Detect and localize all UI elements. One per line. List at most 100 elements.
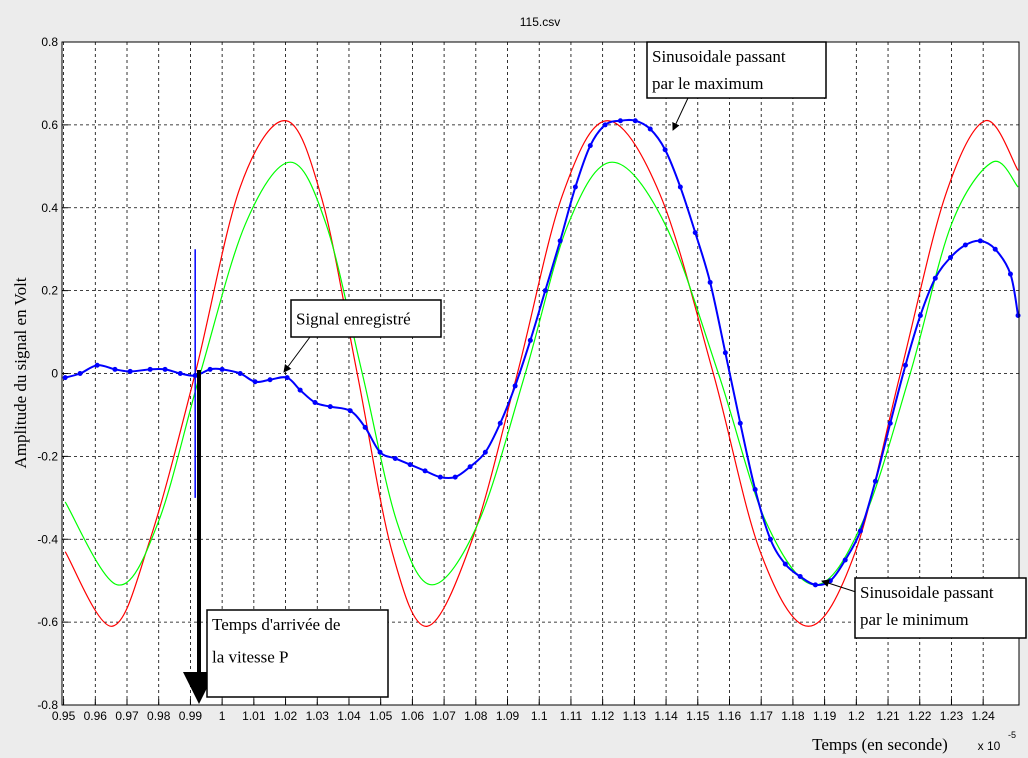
grid (62, 41, 1019, 706)
x-tick-label: 1.05 (369, 709, 393, 723)
data-point (377, 449, 383, 455)
annotation-box (854, 577, 1027, 639)
y-tick-label: 0.6 (41, 118, 58, 132)
y-tick-label: -0.2 (37, 449, 58, 463)
data-point (362, 424, 368, 430)
y-axis-label: Amplitude du signal en Volt (11, 277, 30, 468)
data-point (219, 366, 225, 372)
data-point (992, 246, 998, 252)
y-tick-label: -0.8 (37, 698, 58, 712)
data-point (857, 528, 863, 534)
y-tick-label: 0.2 (41, 284, 58, 298)
y-tick-label: 0.4 (41, 201, 58, 215)
data-point (237, 371, 243, 376)
data-point (284, 375, 290, 381)
annotation-arrow (283, 336, 311, 373)
data-point (207, 366, 213, 372)
data-point (177, 371, 183, 376)
data-point (827, 578, 833, 584)
data-point (467, 464, 473, 470)
annotation-box (646, 41, 827, 99)
data-point (497, 420, 503, 426)
x-tick-label: 1.14 (654, 709, 678, 723)
data-point (112, 366, 118, 372)
annotation-box (290, 299, 442, 338)
data-point (842, 557, 848, 563)
y-tick-label: 0 (51, 367, 58, 381)
series-line (64, 118, 1020, 587)
x-tick-label: 1 (219, 709, 226, 723)
data-point (572, 184, 578, 190)
data-point (632, 118, 638, 124)
x-tick-label: 0.99 (179, 709, 203, 723)
data-point (1015, 312, 1021, 318)
y-tick-label: -0.4 (37, 532, 58, 546)
annotation-arrow (821, 579, 857, 593)
x-scale-exponent: -5 (1008, 730, 1016, 740)
data-point (512, 383, 518, 389)
x-tick-label: 1.19 (813, 709, 837, 723)
x-tick-label: 1.1 (531, 709, 548, 723)
annotation-text: par le minimum (860, 610, 969, 629)
data-point (692, 230, 698, 236)
x-tick-label: 0.96 (84, 709, 108, 723)
annotation-arrow (672, 97, 689, 131)
data-point (542, 288, 548, 294)
x-tick-label: 1.18 (781, 709, 805, 723)
x-tick-label: 1.24 (971, 709, 995, 723)
data-point (587, 143, 593, 149)
data-point (527, 337, 533, 343)
data-point (62, 375, 68, 381)
data-point (872, 478, 878, 484)
data-point (902, 362, 908, 368)
annotation-text: Temps d'arrivée de (212, 615, 340, 634)
x-tick-label: 1.04 (337, 709, 361, 723)
annotation-text: Sinusoidale passant (860, 583, 994, 602)
x-tick-label: 1.23 (940, 709, 964, 723)
data-point (437, 474, 443, 480)
data-point (422, 468, 428, 474)
annotation-text: la vitesse P (212, 647, 289, 666)
x-tick-label: 1.07 (432, 709, 456, 723)
annotation-text: par le maximum (652, 74, 763, 93)
data-point (77, 371, 83, 376)
x-tick-label: 1.01 (242, 709, 266, 723)
data-point (797, 574, 803, 580)
annotations: Sinusoidale passant par le maximum Signal … (183, 41, 1027, 704)
x-tick-label: 0.97 (115, 709, 139, 723)
data-point (662, 147, 668, 153)
data-point (1007, 271, 1013, 277)
x-tick-label: 1.06 (401, 709, 425, 723)
data-point (452, 474, 458, 480)
data-point (722, 350, 728, 356)
x-axis-label: Temps (en seconde) (812, 735, 948, 754)
data-point (392, 455, 398, 461)
axes-box (61, 41, 1020, 706)
data-point (127, 368, 133, 374)
x-tick-label: 1.02 (274, 709, 298, 723)
annotation-box (206, 609, 389, 698)
data-point (767, 536, 773, 542)
y-tick-label: 0.8 (41, 35, 58, 49)
x-tick-label: 1.03 (306, 709, 330, 723)
data-point (617, 118, 623, 124)
data-point (327, 404, 333, 410)
x-tick-label: 0.98 (147, 709, 171, 723)
data-point (162, 366, 168, 372)
x-scale-label: x 10 (978, 739, 1001, 753)
x-tick-label: 1.17 (750, 709, 774, 723)
data-point (407, 462, 413, 468)
data-point (602, 122, 608, 128)
data-point (737, 420, 743, 426)
data-point (267, 377, 273, 383)
data-point (977, 238, 983, 244)
data-point (887, 420, 893, 426)
data-point (297, 387, 303, 393)
x-tick-label: 1.16 (718, 709, 742, 723)
x-tick-label: 1.12 (591, 709, 615, 723)
annotation-text: Signal enregistré (296, 310, 411, 329)
x-tick-label: 1.2 (848, 709, 865, 723)
x-tick-label: 1.09 (496, 709, 520, 723)
data-point (782, 561, 788, 567)
